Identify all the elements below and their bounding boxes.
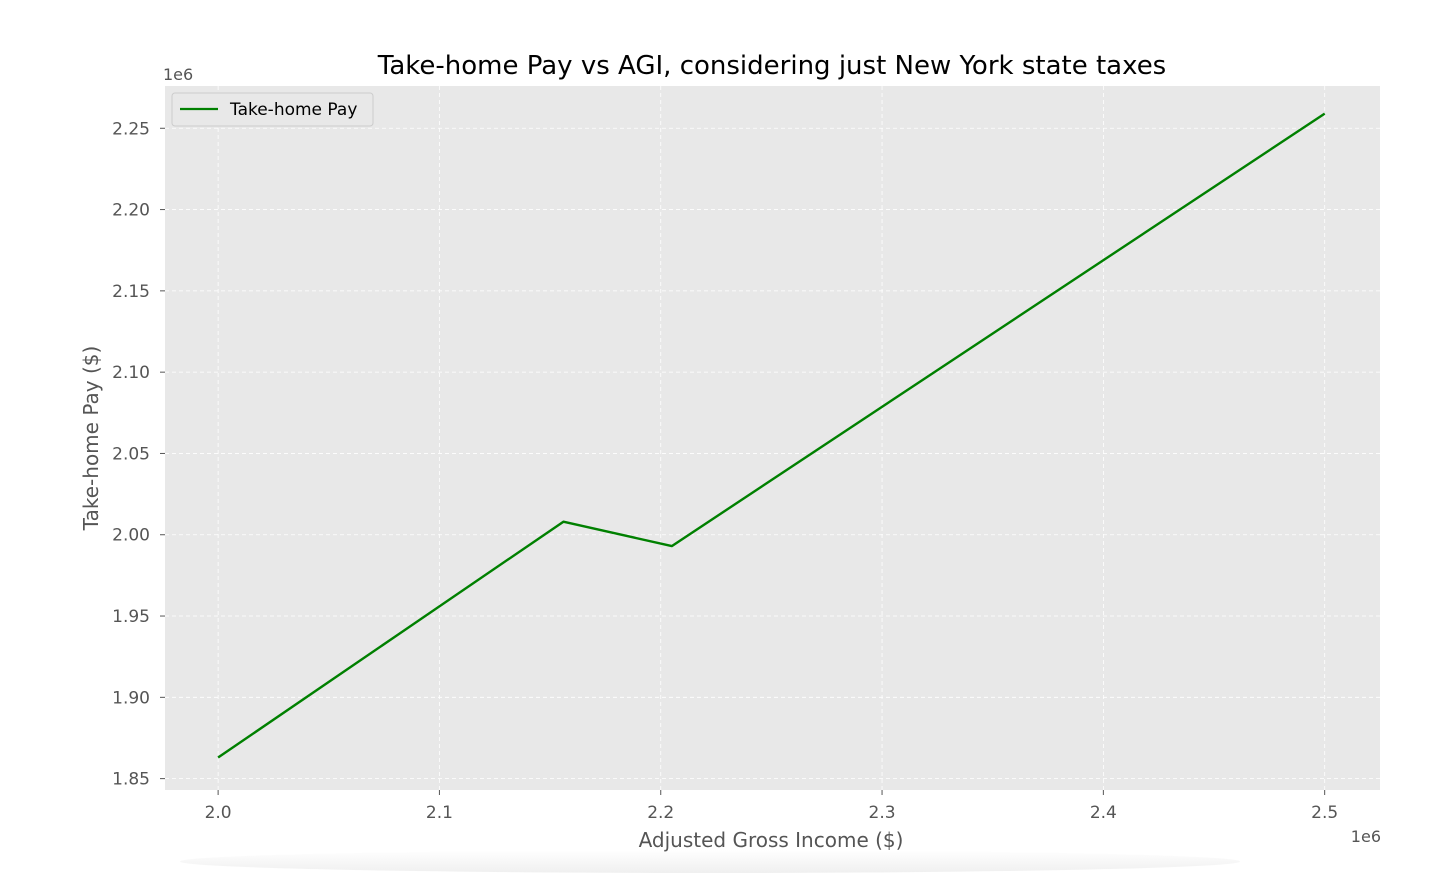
y-tick-label: 2.25 (112, 119, 150, 139)
legend-box (171, 92, 374, 127)
x-tick-label: 2.4 (1090, 803, 1117, 823)
y-tick-label: 2.20 (112, 201, 150, 221)
y-axis-label: Take-home Pay ($) (79, 346, 103, 532)
chart-title: Take-home Pay vs AGI, considering just N… (377, 51, 1166, 81)
y-tick-label: 1.90 (112, 688, 150, 708)
x-tick-label: 2.3 (869, 803, 896, 823)
y-tick-label: 1.85 (112, 770, 150, 790)
y-tick-label: 2.10 (112, 363, 150, 383)
y-tick-label: 2.15 (112, 282, 150, 302)
x-tick-label: 2.5 (1311, 803, 1338, 823)
bottom-shadow (180, 850, 1240, 873)
x-axis-ticks: 2.0 2.1 2.2 2.3 2.4 2.5 (205, 790, 1338, 823)
x-axis-label: Adjusted Gross Income ($) (639, 828, 904, 852)
x-tick-label: 2.0 (205, 803, 232, 823)
plot-area (165, 86, 1380, 790)
y-tick-label: 1.95 (112, 607, 150, 627)
grid (165, 86, 1380, 790)
x-axis-offset-label: 1e6 (1351, 827, 1381, 846)
series-layer (217, 112, 1326, 759)
y-tick-label: 2.05 (112, 444, 150, 464)
legend-label: Take-home Pay (229, 100, 357, 120)
y-axis-offset-label: 1e6 (163, 65, 193, 84)
y-axis-ticks: 1.85 1.90 1.95 2.00 2.05 2.10 2.15 2.20 2.25 (112, 119, 165, 790)
series-line-take-home-pay (217, 112, 1326, 759)
x-tick-label: 2.2 (647, 803, 674, 823)
x-tick-label: 2.1 (426, 803, 453, 823)
legend: Take-home Pay (171, 92, 374, 127)
y-tick-label: 2.00 (112, 526, 150, 546)
